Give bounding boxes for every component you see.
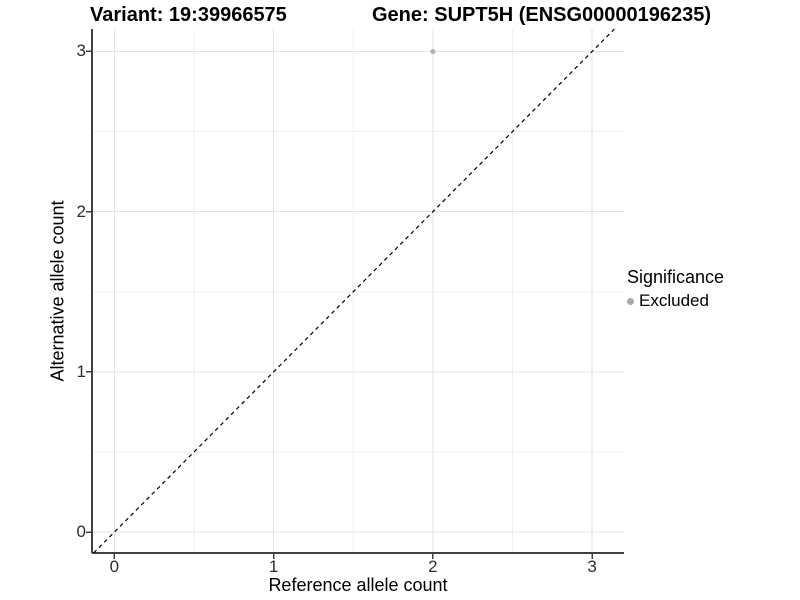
legend-entry-excluded: Excluded (627, 291, 724, 311)
x-tick-label: 0 (109, 557, 120, 576)
legend-entry-label: Excluded (639, 291, 709, 310)
x-tick-label: 3 (587, 557, 597, 576)
y-axis-title: Alternative allele count (47, 200, 68, 382)
legend-title: Significance (627, 267, 725, 287)
y-tick-label: 3 (76, 41, 86, 61)
y-tick-label: 1 (76, 361, 86, 381)
x-tick-label: 1 (268, 557, 279, 576)
x-tick-label: 2 (428, 557, 438, 576)
y-tick-label: 2 (76, 201, 86, 221)
identity-dashed-line (93, 28, 615, 554)
legend-point-icon (627, 297, 634, 305)
plot-title-gene: Gene: SUPT5H (ENSG00000196235) (372, 4, 712, 26)
y-tick-label: 0 (76, 522, 86, 542)
legend: Significance Excluded (627, 266, 724, 311)
data-point-excluded (430, 48, 436, 55)
x-axis-title: Reference allele count (268, 575, 448, 595)
plot-title-variant: Variant: 19:39966575 (90, 4, 287, 26)
